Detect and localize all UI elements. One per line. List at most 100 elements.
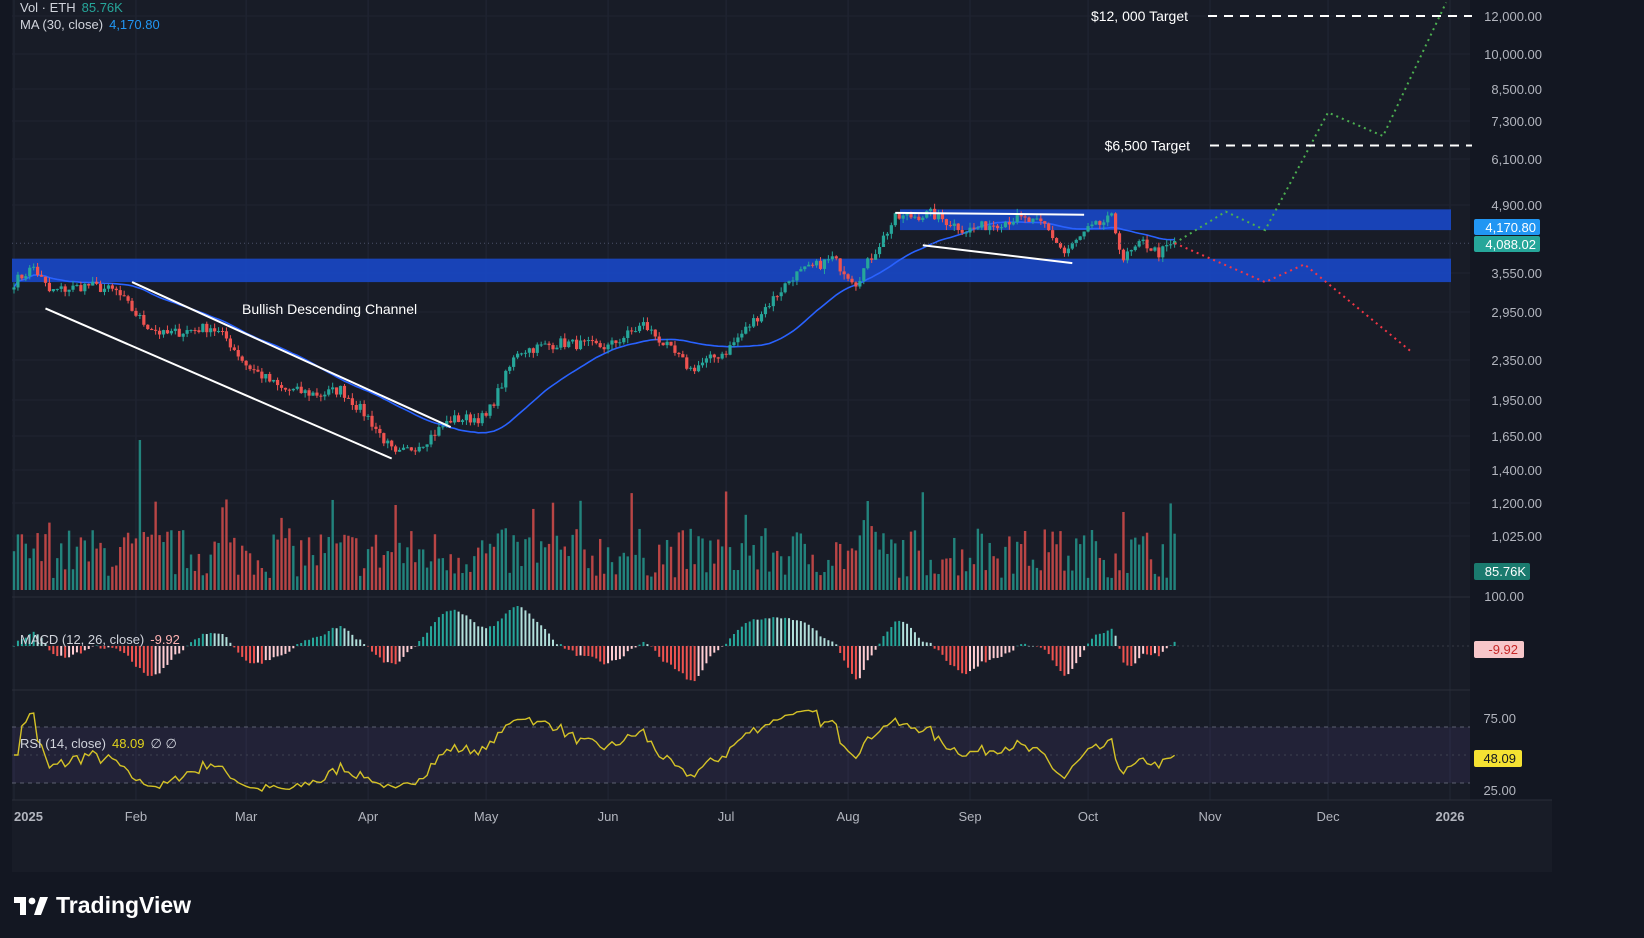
volume-bar <box>807 564 810 590</box>
candle <box>567 341 571 348</box>
candle <box>543 343 547 345</box>
rsi-legend-value: 48.09 <box>111 736 145 751</box>
volume-bar <box>752 544 755 590</box>
volume-bar <box>854 550 858 590</box>
volume-bar <box>583 549 586 590</box>
macd-histogram-bar <box>650 646 653 647</box>
rsi-pane <box>12 689 1552 792</box>
macd-histogram-bar <box>666 646 669 663</box>
volume-bar <box>921 492 925 590</box>
volume-bar <box>610 562 614 590</box>
macd-histogram-bar <box>1079 646 1082 657</box>
macd-histogram-bar <box>312 637 315 646</box>
macd-histogram-bar <box>367 646 370 647</box>
macd-histogram-bar <box>79 646 82 654</box>
volume-bar <box>91 530 94 590</box>
candle <box>1169 244 1173 246</box>
price-tick-label: 1,650.00 <box>1491 429 1542 444</box>
volume-bar <box>945 558 948 590</box>
volume-bar <box>67 530 71 590</box>
macd-histogram-bar <box>819 636 822 646</box>
price-tick-label: 1,400.00 <box>1491 463 1542 478</box>
macd-histogram-bar <box>520 607 523 646</box>
volume-bar <box>1110 577 1113 590</box>
macd-histogram-bar <box>1004 646 1007 654</box>
candle <box>421 446 425 448</box>
candle <box>1015 213 1019 223</box>
macd-histogram-bar <box>984 646 987 663</box>
macd-histogram-bar <box>457 611 460 646</box>
candle <box>146 324 150 330</box>
volume-bar <box>1102 559 1105 590</box>
volume-bar <box>831 565 834 590</box>
candle <box>826 259 830 261</box>
volume-bar <box>1047 552 1050 590</box>
macd-histogram-bar <box>721 646 724 647</box>
candle <box>370 415 374 427</box>
volume-legend: Vol · ETH 85.76K <box>20 0 123 15</box>
price-badge-label: 4,170.80 <box>1485 220 1536 235</box>
macd-histogram-bar <box>209 632 212 646</box>
volume-bar <box>1000 577 1003 590</box>
macd-histogram-bar <box>870 646 873 656</box>
time-tick-label: Nov <box>1198 809 1222 824</box>
volume-bar <box>972 564 976 590</box>
macd-histogram-bar <box>445 611 448 646</box>
macd-histogram-bar <box>492 625 495 646</box>
candle <box>779 292 783 297</box>
ma-legend-label: MA (30, close) <box>20 17 104 32</box>
candle <box>95 281 99 284</box>
candle <box>83 283 87 292</box>
macd-histogram-bar <box>996 646 999 658</box>
macd-histogram-bar <box>772 617 775 646</box>
volume-bar <box>587 568 590 590</box>
macd-histogram-bar <box>465 615 468 646</box>
candle <box>759 314 764 322</box>
candle <box>775 296 779 298</box>
macd-histogram-bar <box>83 646 86 651</box>
volume-bar <box>205 573 208 590</box>
candle <box>1161 246 1165 258</box>
macd-histogram-bar <box>611 646 614 661</box>
candle <box>335 387 339 395</box>
macd-histogram-bar <box>335 628 338 646</box>
tradingview-logo[interactable]: TradingView <box>14 892 191 919</box>
volume-bar <box>1153 573 1157 590</box>
macd-histogram-bar <box>13 646 15 647</box>
volume-bar <box>890 539 893 590</box>
candle <box>693 367 697 372</box>
candle <box>704 358 709 363</box>
candle <box>1019 213 1023 217</box>
volume-bar <box>1126 572 1129 590</box>
volume-bar <box>492 546 496 590</box>
wedge-upper-line <box>895 211 1085 216</box>
volume-bar <box>551 502 555 590</box>
candle <box>1054 238 1059 244</box>
macd-histogram-bar <box>732 633 735 646</box>
volume-bar <box>949 558 952 590</box>
candle <box>1007 221 1011 225</box>
time-tick-label: Oct <box>1078 809 1099 824</box>
price-tick-label: 12,000.00 <box>1484 9 1542 24</box>
macd-histogram-bar <box>252 646 255 664</box>
macd-histogram-bar <box>331 627 334 646</box>
macd-histogram-bar <box>642 641 645 646</box>
candle <box>602 347 606 350</box>
macd-histogram-bar <box>150 646 153 676</box>
candle <box>445 420 449 427</box>
candle <box>323 394 327 397</box>
candle <box>1129 250 1133 252</box>
candle <box>1090 224 1094 227</box>
rsi-line <box>14 709 1175 792</box>
candle <box>665 341 669 346</box>
candle <box>984 221 988 231</box>
volume-bar <box>673 577 677 590</box>
macd-histogram-bar <box>264 646 267 661</box>
macd-histogram-bar <box>131 646 134 662</box>
macd-histogram-bar <box>614 646 617 661</box>
macd-histogram-bar <box>815 630 818 646</box>
volume-bar <box>1145 532 1149 590</box>
volume-bar <box>650 576 653 590</box>
candle <box>213 328 217 332</box>
